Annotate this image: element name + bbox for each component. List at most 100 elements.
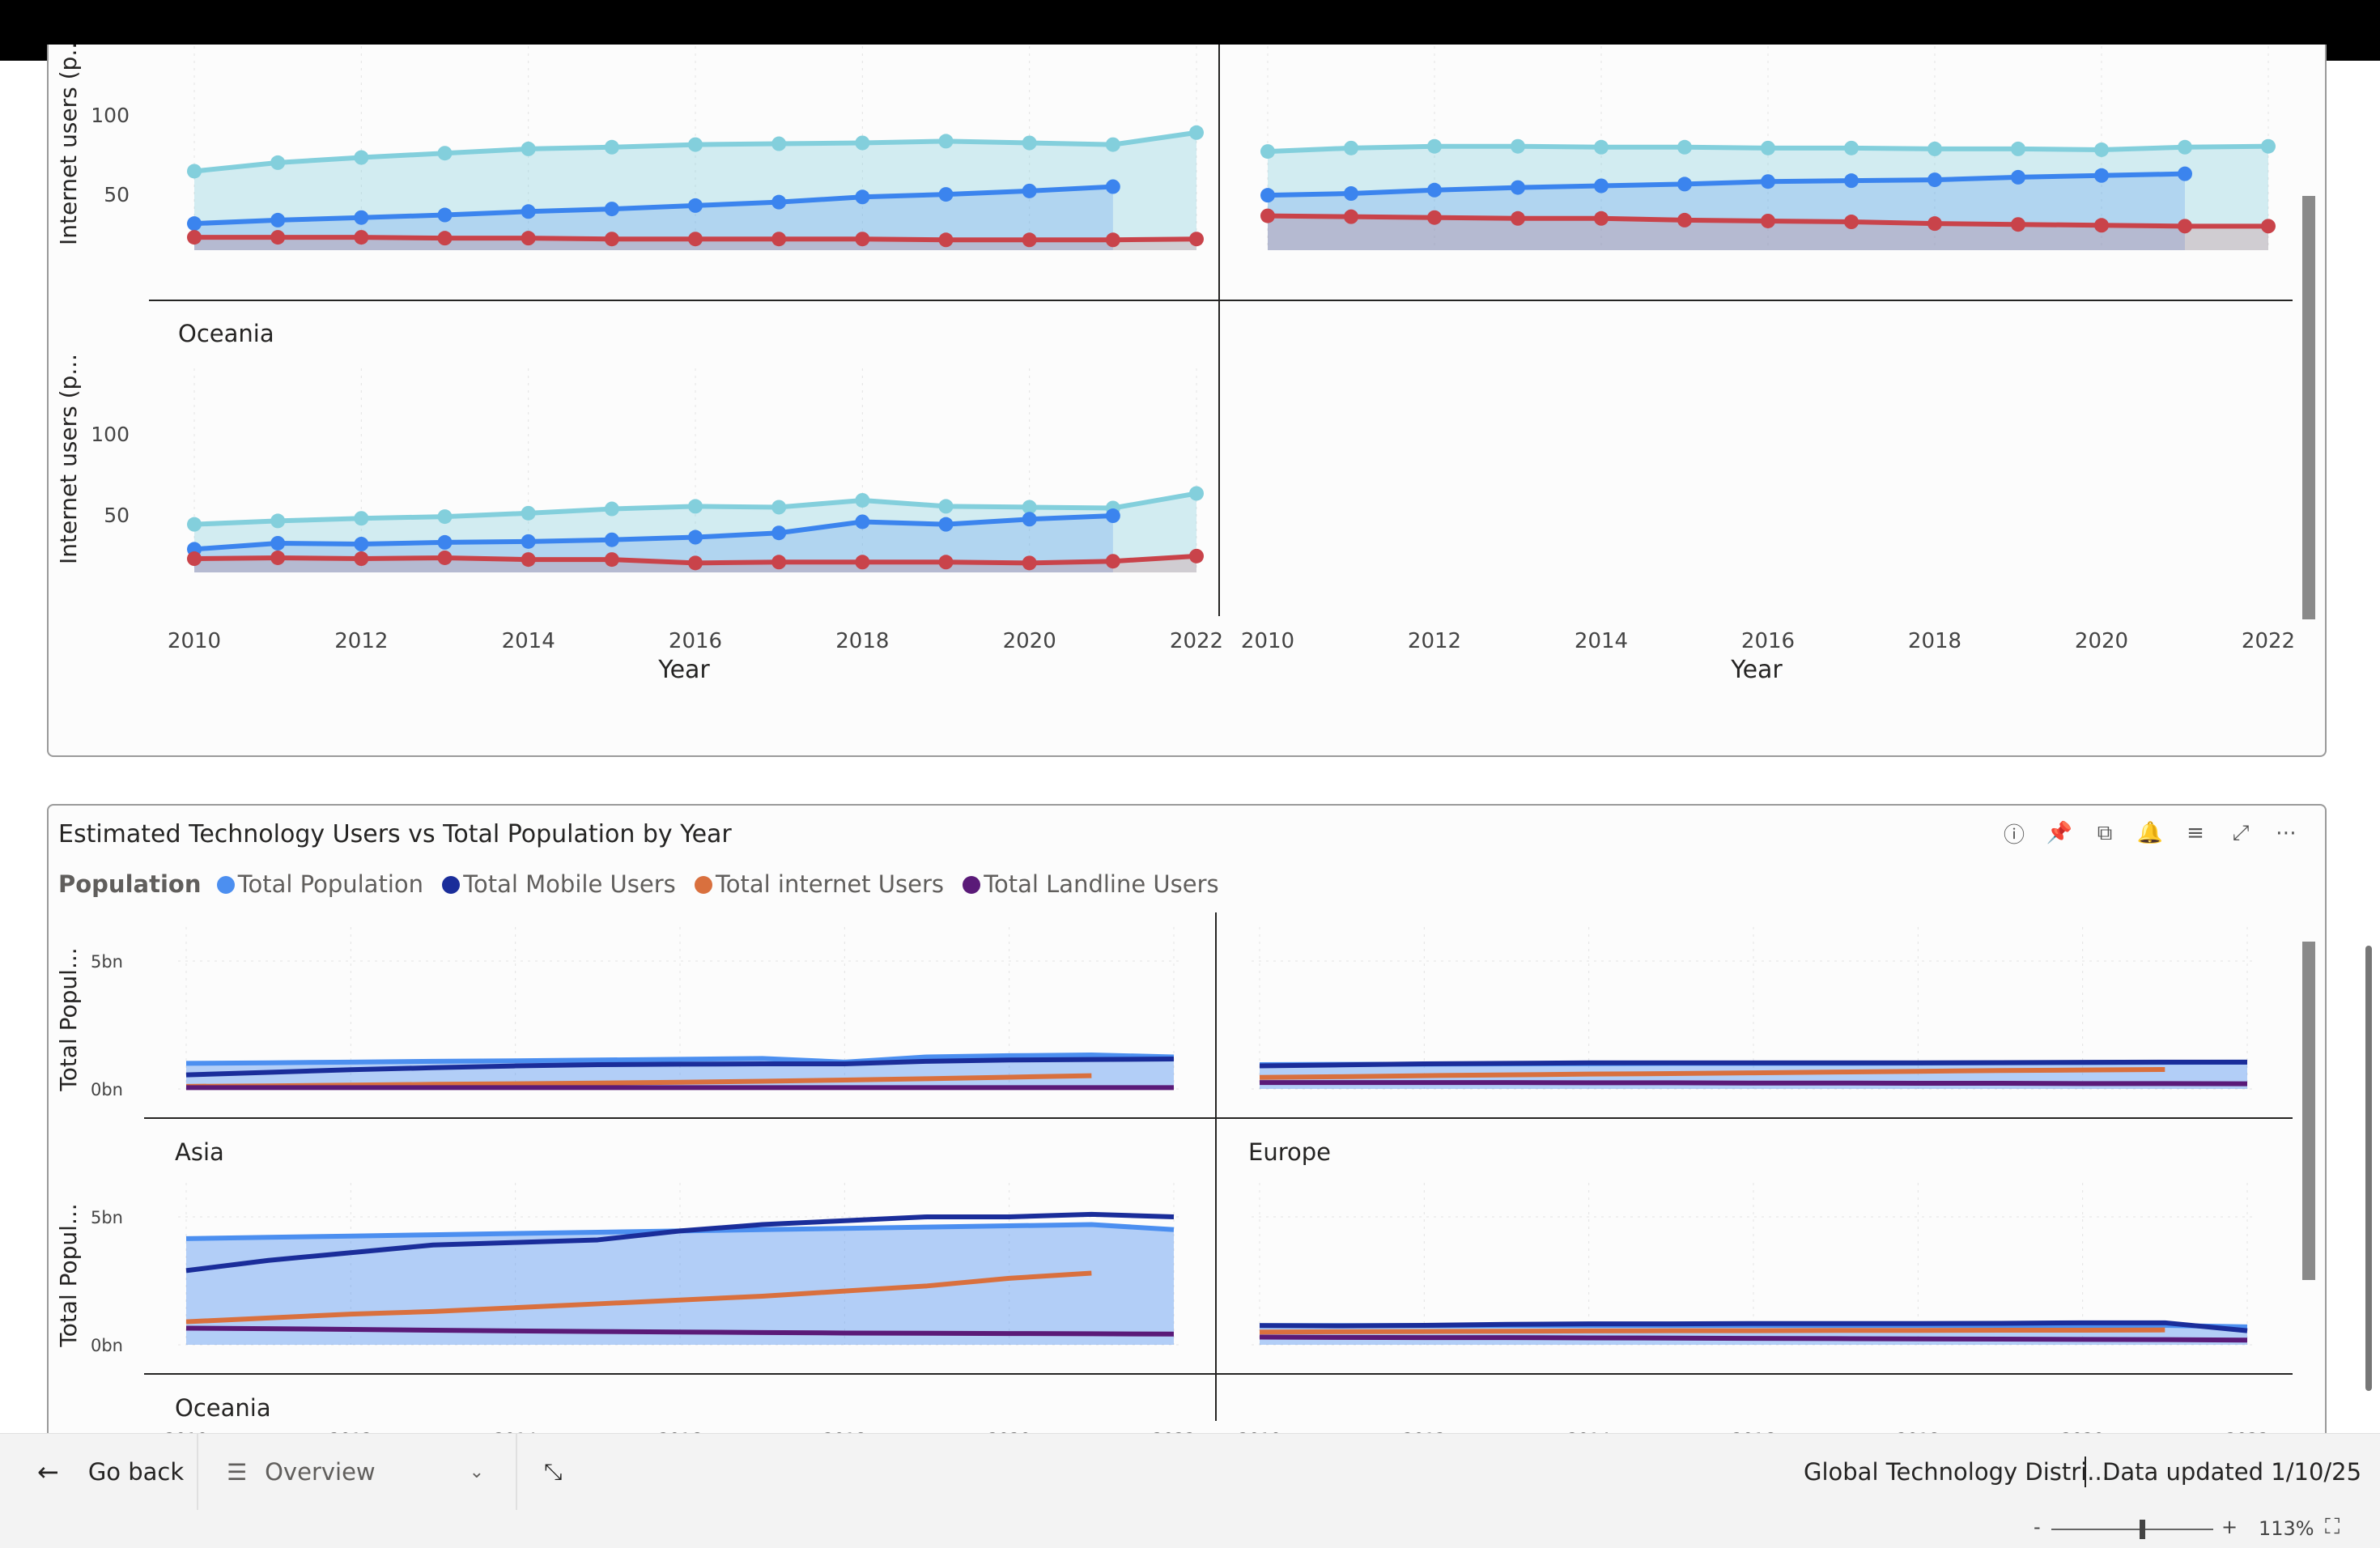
copy-icon[interactable]: ⧉ (2097, 820, 2113, 845)
data-point (771, 555, 787, 570)
data-point (1105, 137, 1120, 152)
zoom-out-button[interactable]: - (2034, 1516, 2041, 1538)
panel-top-left (187, 125, 1204, 250)
series-line (185, 1073, 1092, 1089)
data-point (1105, 232, 1120, 248)
data-point (604, 532, 619, 547)
legend-label: Total Population (237, 870, 423, 898)
data-point (1189, 125, 1204, 140)
data-point (938, 555, 954, 570)
data-point (1022, 512, 1037, 527)
data-point (521, 552, 536, 568)
data-point (437, 231, 453, 246)
data-point (1511, 180, 1525, 195)
legend-item[interactable]: Total Landline Users (963, 870, 1219, 898)
pages-list-icon: ☰ (227, 1458, 248, 1486)
data-point (1677, 139, 1692, 155)
ytick-label: 5bn (91, 1208, 123, 1227)
data-point (1189, 548, 1204, 563)
data-point (2178, 166, 2192, 181)
xtick-label: 2020 (2075, 629, 2128, 653)
panel-title-asia: Asia (175, 1138, 224, 1166)
panel-title-europe: Europe (1248, 1138, 1331, 1166)
data-point (938, 517, 954, 532)
zoom-in-button[interactable]: + (2221, 1516, 2238, 1538)
data-point (771, 500, 787, 515)
divider (197, 1434, 198, 1510)
data-point (855, 232, 870, 247)
data-point (1344, 140, 1358, 155)
panel-top-left (185, 1052, 1175, 1091)
data-point (1105, 554, 1120, 569)
data-point (771, 194, 787, 210)
series-line (1260, 1080, 2248, 1087)
legend-item[interactable]: Total internet Users (694, 870, 944, 898)
y-axis-title: Internet users (p... (55, 354, 82, 564)
data-point (2261, 138, 2276, 154)
data-point (1594, 178, 1609, 194)
data-point (1260, 208, 1275, 223)
data-point (2094, 168, 2109, 183)
xtick-label: 2012 (1408, 629, 1461, 653)
page-select[interactable]: ☰ Overview ⌄ (227, 1434, 494, 1510)
data-point (1344, 209, 1358, 224)
series-line (1259, 1320, 2248, 1333)
chart-marks (187, 125, 2276, 572)
legend-item[interactable]: Total Population (216, 870, 423, 898)
data-point (354, 551, 369, 567)
data-point (354, 210, 369, 225)
technology-users-chart-card[interactable]: Estimated Technology Users vs Total Popu… (47, 804, 2327, 1484)
pin-icon[interactable]: 📌 (2046, 821, 2073, 845)
xtick-label: 2014 (1575, 629, 1628, 653)
data-point (1927, 141, 1942, 156)
x-axis-ticks: 2010 2012 2014 2016 2018 2020 2022 2010 2012 2014… (168, 629, 2295, 653)
series-line (193, 184, 1113, 227)
report-name: Global Technology Distri... (1804, 1434, 2110, 1510)
data-point (1761, 213, 1775, 228)
help-icon[interactable]: ⓘ (2003, 823, 2025, 848)
divider (516, 1434, 517, 1510)
vertical-scrollbar[interactable] (2302, 196, 2315, 619)
xtick-label: 2014 (502, 629, 555, 653)
vertical-scrollbar[interactable] (2302, 942, 2315, 1280)
fit-to-page-icon[interactable]: ⛶ (2325, 1515, 2340, 1539)
data-point (688, 198, 703, 213)
internet-users-chart-card[interactable]: 100 50 100 50 Internet users (p... Inter… (47, 45, 2327, 757)
data-point (1511, 138, 1525, 154)
page-scrollbar[interactable] (2365, 946, 2372, 1391)
legend-swatch (216, 876, 235, 894)
series-area (1268, 173, 2185, 250)
data-point (688, 555, 703, 571)
filter-icon[interactable]: ≡ (2187, 821, 2204, 845)
xtick-label: 2022 (2242, 629, 2295, 653)
data-point (437, 509, 453, 525)
focus-mode-icon[interactable]: ⤢ (2232, 820, 2250, 845)
data-point (1844, 173, 1859, 189)
bell-icon[interactable]: 🔔 (2136, 821, 2164, 845)
data-point (1927, 216, 1942, 232)
xtick-label: 2022 (1170, 629, 1223, 653)
data-point (1260, 188, 1275, 203)
divider (2085, 1457, 2086, 1487)
zoom-slider-thumb[interactable] (2140, 1520, 2145, 1539)
data-point (270, 550, 286, 565)
data-point (688, 499, 703, 514)
data-point (771, 232, 787, 247)
data-point (2011, 217, 2025, 232)
data-point (938, 187, 954, 202)
legend-item[interactable]: Total Mobile Users (442, 870, 676, 898)
go-back-button[interactable]: ← Go back (37, 1434, 184, 1510)
more-options-icon[interactable]: ⋯ (2276, 821, 2297, 845)
zoom-level: 113% (2259, 1517, 2314, 1540)
ytick-label: 0bn (91, 1080, 123, 1099)
exit-focus-mode-button[interactable]: ⤡ (544, 1434, 562, 1510)
zoom-slider[interactable] (2051, 1520, 2213, 1539)
data-point (2094, 142, 2109, 157)
data-point (2094, 218, 2109, 233)
data-point (1511, 211, 1525, 226)
legend-label: Total Mobile Users (463, 870, 676, 898)
series-line (1267, 171, 2186, 198)
gridlines (178, 927, 2255, 1346)
x-axis-title: Year (1730, 656, 1783, 684)
data-point (1844, 215, 1859, 230)
